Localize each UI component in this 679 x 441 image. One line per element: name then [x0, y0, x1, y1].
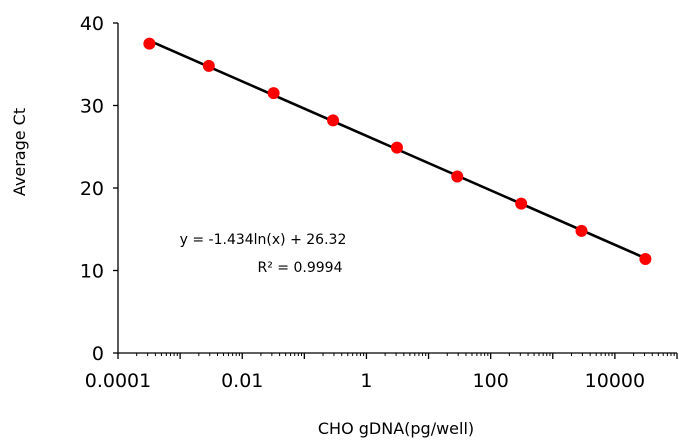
- data-point: [390, 141, 403, 154]
- y-tick-label: 0: [92, 343, 104, 365]
- data-point: [515, 197, 528, 210]
- data-point: [202, 59, 215, 72]
- data-points: [143, 37, 652, 265]
- x-tick-label: 0.01: [221, 370, 263, 392]
- x-axis-title: CHO gDNA(pg/well): [318, 419, 474, 438]
- data-point: [267, 87, 280, 100]
- x-tick-label: 1: [360, 370, 372, 392]
- labels: 0.0001 0.01 1 100 10000 0 10 20 30 40: [80, 13, 645, 392]
- data-point: [639, 252, 652, 265]
- x-tick-label: 0.0001: [85, 370, 151, 392]
- y-tick-label: 20: [80, 178, 104, 200]
- equation-label: y = -1.434ln(x) + 26.32: [180, 232, 347, 248]
- y-tick-label: 10: [80, 261, 104, 283]
- x-tick-label: 10000: [585, 370, 645, 392]
- axes: [113, 22, 678, 359]
- y-tick-label: 40: [80, 13, 104, 35]
- data-point: [575, 224, 588, 237]
- data-point: [327, 114, 340, 127]
- r-squared-label: R² = 0.9994: [258, 260, 343, 276]
- y-axis-title: Average Ct: [10, 108, 29, 196]
- data-point: [143, 37, 156, 50]
- data-point: [451, 170, 464, 183]
- y-tick-label: 30: [80, 96, 104, 118]
- x-tick-label: 100: [473, 370, 509, 392]
